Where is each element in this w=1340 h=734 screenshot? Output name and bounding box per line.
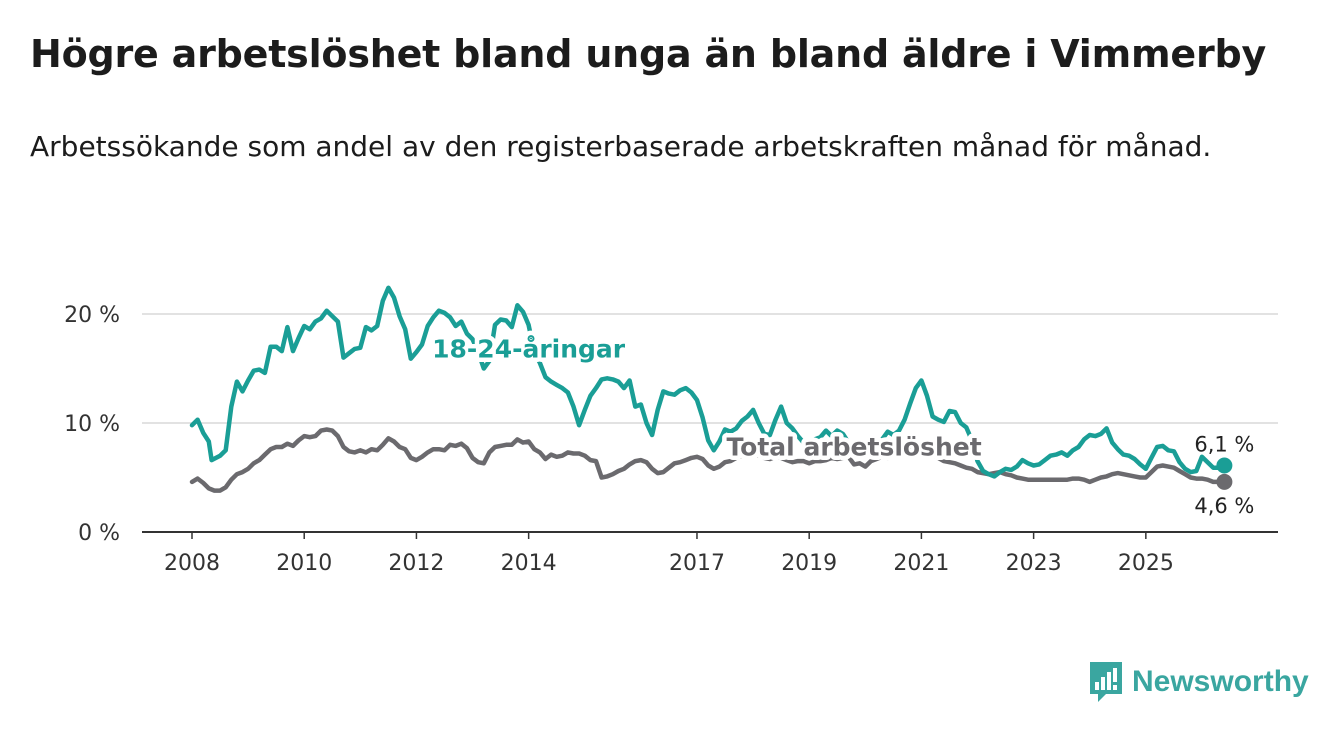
series-line-youth: [189, 285, 1227, 479]
series-label-halo: 18-24-åringar: [432, 335, 626, 364]
x-tick-label: 2012: [388, 551, 444, 576]
brand-name: Newsworthy: [1132, 665, 1309, 698]
x-tick-label: 2010: [276, 551, 332, 576]
newsworthy-brand[interactable]: Newsworthy: [1088, 660, 1309, 704]
newsworthy-logo-icon: [1090, 662, 1122, 702]
end-point-total: [1216, 473, 1233, 490]
gridlines: [142, 313, 1278, 424]
series-lines: [189, 285, 1233, 493]
end-value-youth: 6,1 %: [1194, 433, 1254, 457]
axes: 0 % 10 % 20 % 2008 2010 2012 2014 2017 2019 2021 2…: [64, 303, 1278, 576]
x-tick-label: 2023: [1006, 551, 1062, 576]
y-tick-label: 0 %: [78, 521, 120, 546]
series-line-total: [189, 427, 1227, 493]
x-tick-label: 2021: [893, 551, 949, 576]
end-value-total: 4,6 %: [1194, 494, 1254, 518]
series-label-halo: Total arbetslöshet: [726, 433, 981, 462]
x-tick-label: 2025: [1118, 551, 1174, 576]
y-tick-label: 10 %: [64, 412, 120, 437]
chart-subtitle: Arbetssökande som andel av den registerb…: [30, 130, 1212, 163]
y-tick-label: 20 %: [64, 303, 120, 328]
series-label-total: Total arbetslöshet: [726, 433, 981, 462]
chart-title: Högre arbetslöshet bland unga än bland ä…: [30, 32, 1267, 76]
x-tick-label: 2008: [164, 551, 220, 576]
end-point-youth: [1216, 457, 1233, 474]
x-tick-label: 2017: [669, 551, 725, 576]
x-tick-label: 2019: [781, 551, 837, 576]
series-label-youth: 18-24-åringar: [432, 335, 626, 364]
x-tick-label: 2014: [501, 551, 557, 576]
